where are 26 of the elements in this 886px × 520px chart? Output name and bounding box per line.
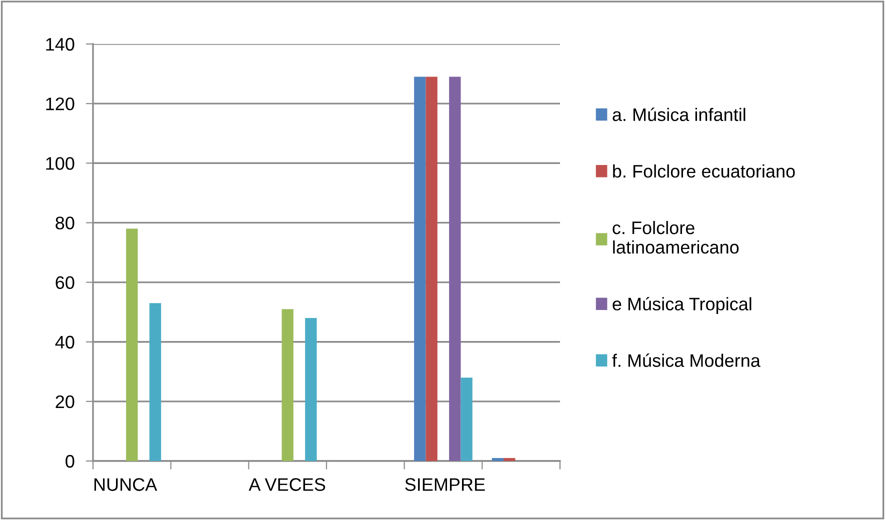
- bar: [282, 309, 294, 461]
- bar: [504, 458, 516, 461]
- y-tick-label: 20: [56, 395, 74, 408]
- x-tick-label: SIEMPRE: [405, 478, 485, 491]
- legend-label: e Música Tropical: [612, 296, 752, 314]
- bar: [460, 378, 472, 461]
- bar: [449, 76, 461, 461]
- legend-label: b. Folclore ecuatoriano: [613, 164, 795, 178]
- bar: [305, 318, 317, 461]
- bar: [426, 76, 438, 461]
- bar: [492, 458, 504, 461]
- bar: [149, 303, 162, 461]
- x-tick-label: NUNCA: [94, 478, 158, 491]
- y-tick-label: 80: [56, 216, 74, 230]
- y-tick-label: 140: [46, 38, 74, 51]
- legend-label: a. Música infantil: [612, 108, 746, 122]
- y-tick-label: 0: [66, 454, 74, 468]
- legend-label: c. Folclore latinoamericano: [612, 220, 739, 254]
- bar: [126, 228, 138, 461]
- y-tick-label: 60: [56, 276, 74, 290]
- bar: [414, 76, 426, 461]
- y-tick-label: 40: [55, 336, 74, 349]
- y-tick-label: 100: [46, 157, 74, 170]
- legend-label: f. Música Moderna: [612, 354, 760, 367]
- x-tick-label: A VECES: [248, 478, 326, 491]
- y-tick-label: 120: [46, 98, 74, 110]
